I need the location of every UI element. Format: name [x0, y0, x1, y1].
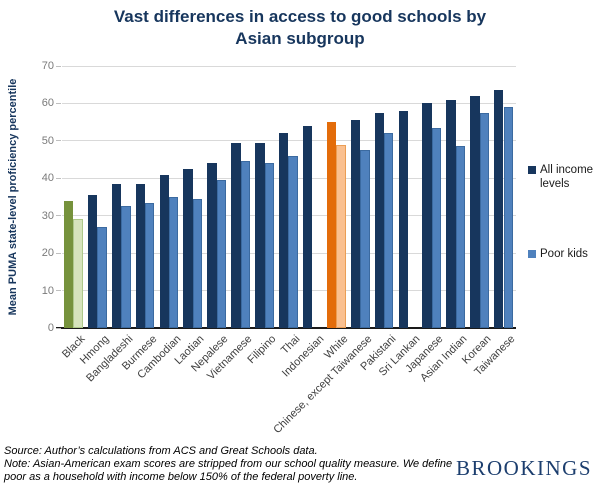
y-tick-label-50: 50: [41, 134, 54, 147]
y-tick-label-40: 40: [41, 172, 54, 185]
bar-all-income-filipino: [255, 142, 265, 328]
bar-all-income-indonesian: [302, 125, 313, 328]
bar-poor-kids-thai: [288, 155, 298, 328]
y-axis-title: Mean PUMA state-level proficiency percen…: [7, 78, 19, 316]
y-tick-label-60: 60: [41, 97, 54, 110]
bar-poor-kids-hmong: [97, 226, 107, 328]
bar-all-income-black: [64, 200, 74, 328]
legend-label-poor-kids: Poor kids: [540, 248, 588, 260]
bar-all-income-white: [326, 122, 337, 328]
y-tick-mark-40: [56, 177, 61, 179]
note-line-2: poor as a household with income below 15…: [4, 471, 358, 483]
bar-all-income-korean: [470, 95, 480, 328]
bar-all-income-laotian: [183, 168, 193, 328]
bar-all-income-burmese: [135, 183, 146, 328]
bar-all-income-pakistani: [374, 112, 385, 328]
bar-poor-kids-burmese: [145, 202, 155, 328]
plot-area: [56, 65, 516, 329]
y-tick-mark-10: [56, 290, 61, 292]
y-tick-mark-0: [56, 327, 61, 329]
chart-title-line2: Asian subgroup: [235, 29, 365, 48]
source-line: Source: Author’s calculations from ACS a…: [4, 445, 318, 457]
y-tick-mark-60: [56, 102, 61, 104]
bar-poor-kids-black: [73, 219, 83, 328]
bar-poor-kids-cambodian: [168, 197, 179, 328]
gridline-50: [62, 140, 516, 142]
y-tick-label-10: 10: [41, 284, 54, 297]
bar-all-income-asian-indian: [446, 99, 456, 328]
chart-title-line1: Vast differences in access to good schoo…: [113, 7, 487, 26]
note-line-1: Note: Asian-American exam scores are str…: [4, 458, 453, 470]
bar-all-income-thai: [279, 133, 289, 328]
y-tick-mark-50: [56, 140, 61, 142]
bar-all-income-sri-lankan: [398, 110, 408, 328]
gridline-70: [62, 65, 516, 67]
bar-all-income-hmong: [87, 195, 98, 328]
bar-all-income-chinese-except-taiwanese: [350, 120, 361, 328]
brookings-logo: BROOKINGS: [455, 456, 592, 480]
bar-poor-kids-pakistani: [384, 133, 394, 328]
bar-all-income-bangladeshi: [111, 183, 122, 328]
bar-all-income-japanese: [422, 103, 432, 328]
bar-poor-kids-nepalese: [216, 180, 227, 328]
y-tick-mark-30: [56, 215, 61, 217]
source-note: Source: Author’s calculations from ACS a…: [4, 445, 474, 484]
y-tick-label-0: 0: [47, 322, 54, 334]
bar-poor-kids-chinese-except-taiwanese: [360, 150, 370, 328]
bar-poor-kids-japanese: [431, 127, 442, 328]
y-tick-mark-20: [56, 252, 61, 254]
y-tick-mark-70: [56, 65, 61, 67]
bar-all-income-taiwanese: [494, 90, 504, 328]
legend-item-poor-kids: Poor kids: [528, 247, 600, 261]
legend-swatch-poor-kids: [528, 250, 536, 258]
bar-all-income-cambodian: [159, 174, 169, 328]
y-tick-label-20: 20: [41, 247, 54, 260]
bar-poor-kids-korean: [479, 112, 489, 328]
bar-poor-kids-filipino: [264, 163, 274, 328]
bar-poor-kids-vietnamese: [240, 161, 251, 328]
y-tick-label-70: 70: [41, 60, 54, 72]
bar-poor-kids-asian-indian: [455, 146, 466, 328]
legend-swatch-all-income: [528, 166, 536, 174]
legend-label-all-income: All income levels: [540, 164, 594, 190]
bar-poor-kids-taiwanese: [503, 107, 513, 328]
gridline-60: [62, 102, 516, 104]
x-axis-line: [56, 327, 516, 329]
chart-title: Vast differences in access to good schoo…: [0, 6, 600, 50]
y-tick-label-30: 30: [41, 209, 54, 222]
legend-item-all-income: All income levels: [528, 163, 600, 191]
bar-poor-kids-bangladeshi: [121, 206, 131, 328]
bar-poor-kids-white: [336, 144, 346, 328]
bar-all-income-nepalese: [207, 163, 217, 328]
bar-poor-kids-laotian: [192, 198, 203, 328]
bar-all-income-vietnamese: [231, 142, 241, 328]
